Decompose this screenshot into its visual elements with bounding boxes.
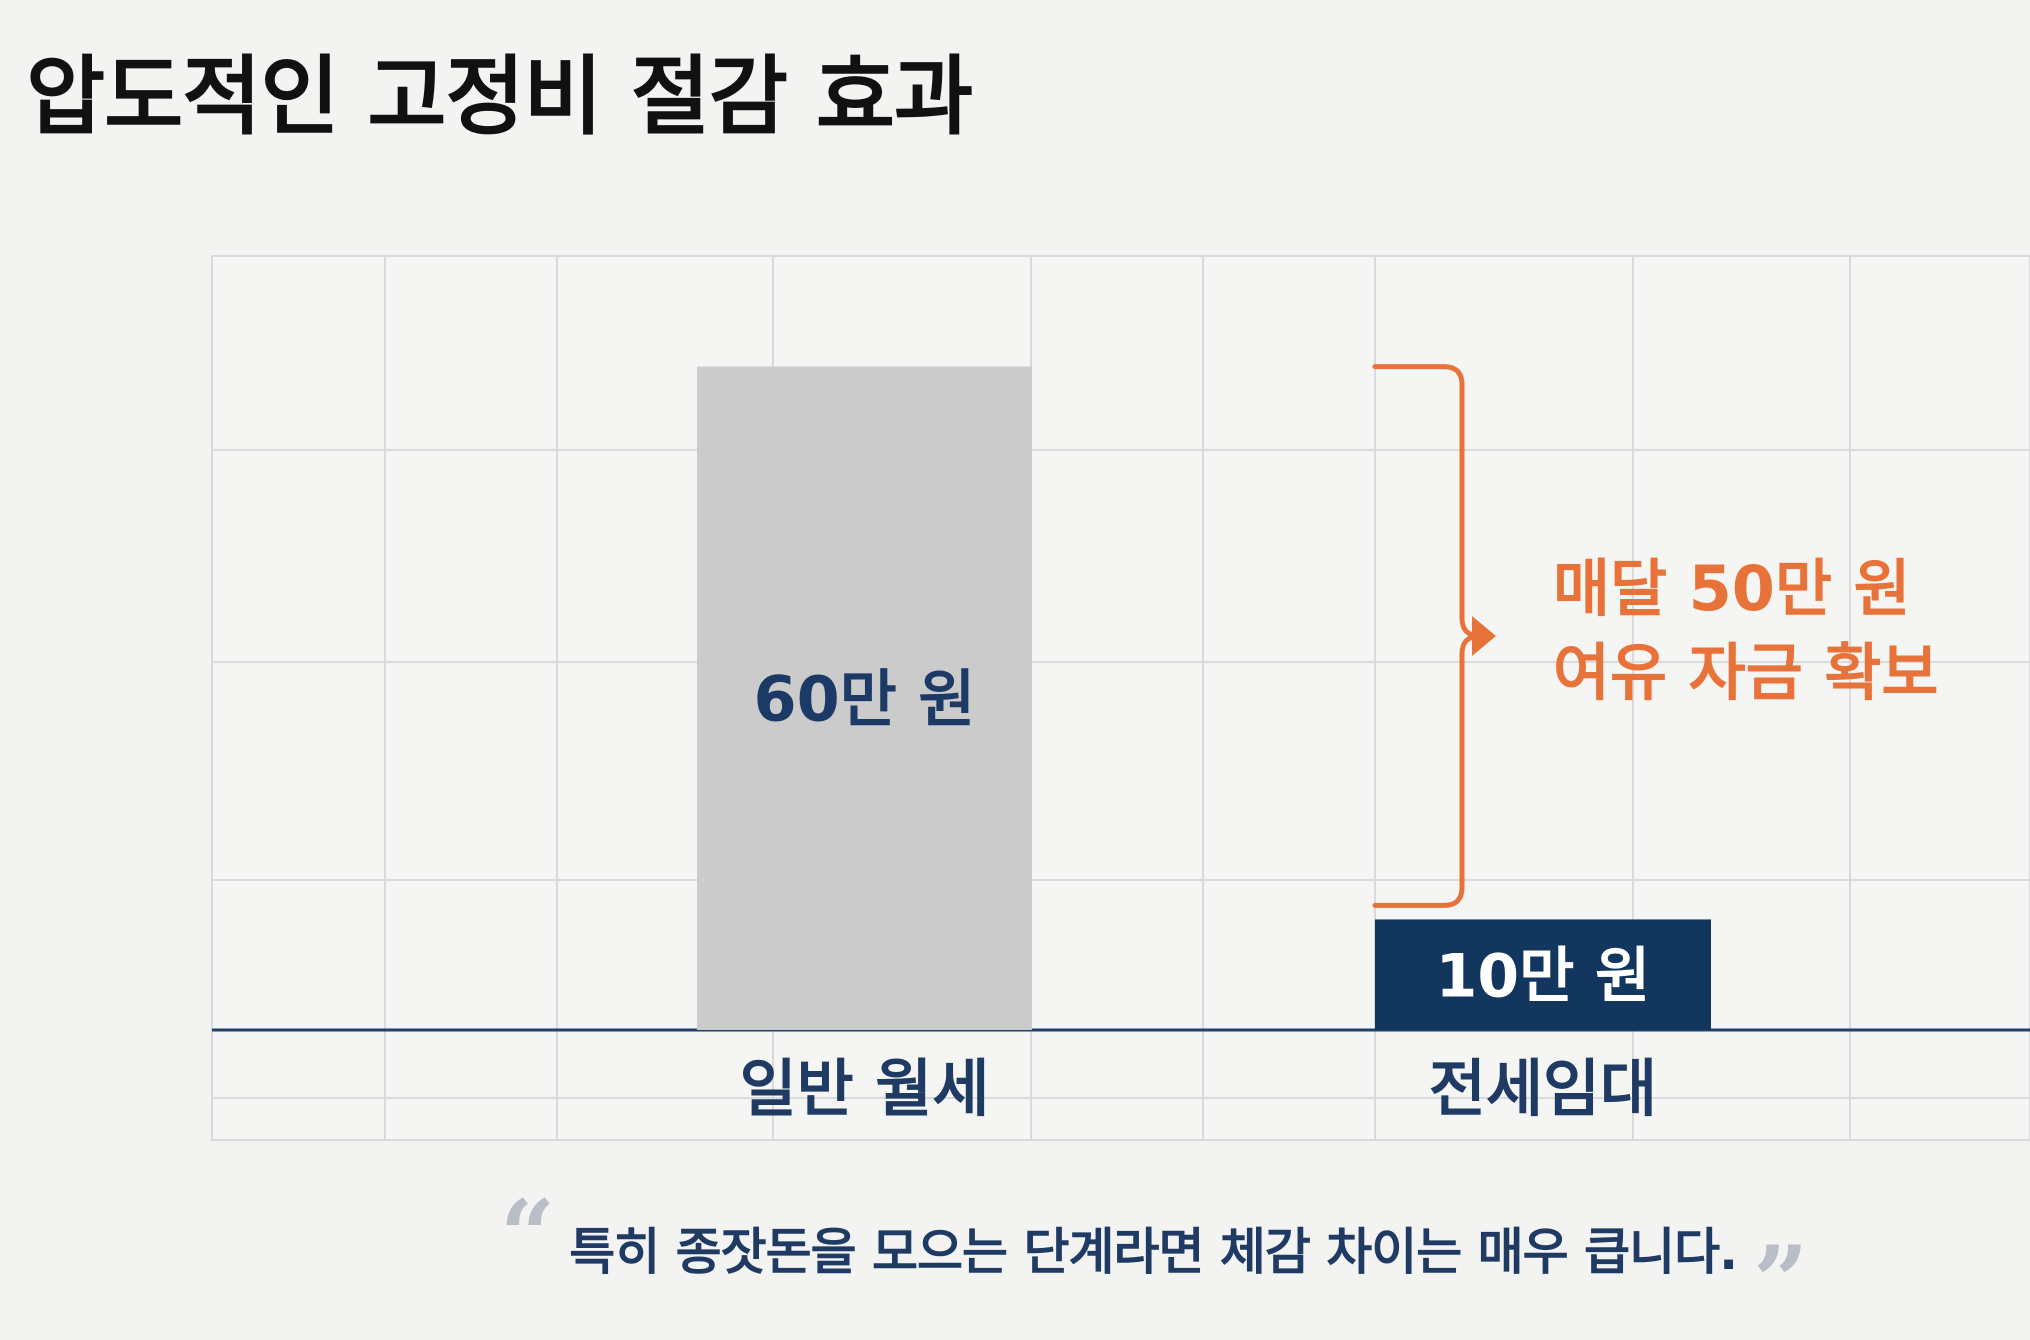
category-label-jeonse-lease: 전세임대 [1429,1052,1657,1125]
data-label-monthly-rent: 60만 원 [754,663,976,736]
close-quote-icon: ” [1753,1225,1809,1338]
chart-bars [697,366,1711,1031]
chart-plot-area [211,255,2030,1141]
chart-grid [211,255,2030,1141]
bar-jeonse-lease [1375,919,1711,1030]
page-title: 압도적인 고정비 절감 효과 [26,47,973,147]
quote-text: 특히 종잣돈을 모으는 단계라면 체감 차이는 매우 큽니다. [569,1223,1738,1281]
quote-caption: “ 특히 종잣돈을 모으는 단계라면 체감 차이는 매우 큽니다. ” [500,1188,1808,1330]
arrow-right-icon [1472,616,1496,656]
annotation-line-1: 매달 50만 원 [1553,552,1911,625]
data-label-jeonse-lease: 10만 원 [1436,941,1651,1011]
savings-annotation: 매달 50만 원여유 자금 확보 [1372,364,1938,908]
bar-monthly-rent [697,366,1032,1031]
annotation-line-2: 여유 자금 확보 [1553,636,1938,709]
open-quote-icon: “ [500,1179,556,1292]
category-label-monthly-rent: 일반 월세 [740,1052,990,1125]
